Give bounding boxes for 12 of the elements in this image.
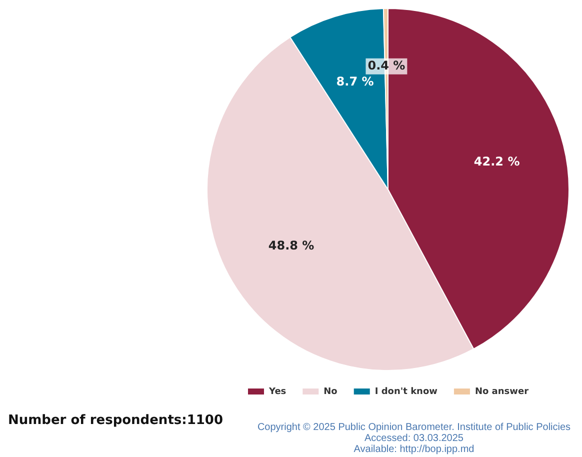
legend-label: Yes — [268, 386, 286, 397]
text: Accessed: 03.03.2025 — [364, 433, 464, 444]
data-label: 42.2 % — [474, 154, 520, 168]
data-label: 48.8 % — [268, 238, 314, 253]
text: Copyright © 2025 Public Opinion Barometer. Institute of Public Policies — [256, 422, 572, 433]
legend-label: No — [324, 386, 338, 397]
text: Available: http://bop.ipp.md — [352, 444, 476, 455]
legend-label: No answer — [474, 386, 530, 397]
text: Number of respondents:1100 — [8, 413, 224, 428]
data-label: 0.4 % — [368, 58, 406, 73]
legend-label: I don't know — [374, 386, 438, 397]
data-label: 8.7 % — [336, 74, 374, 88]
